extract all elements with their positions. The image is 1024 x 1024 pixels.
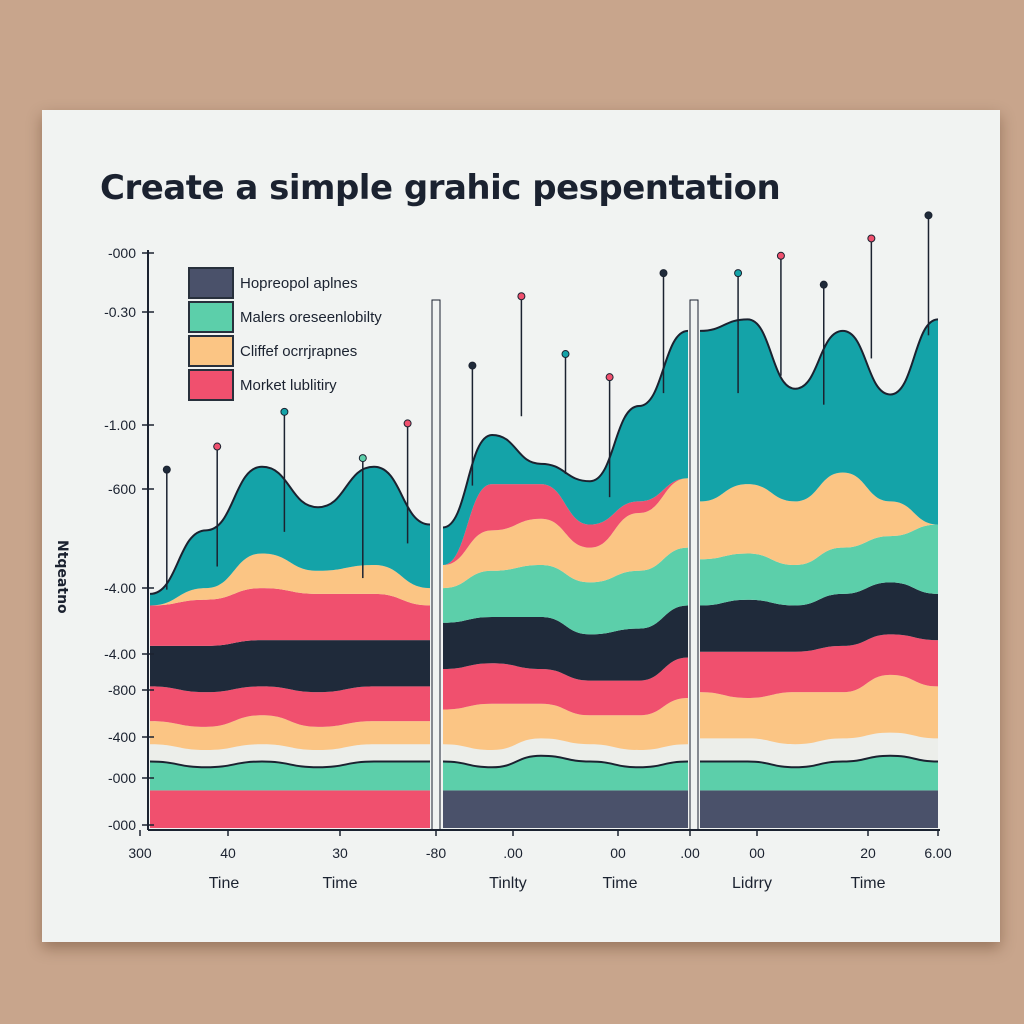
panel-2 xyxy=(442,329,689,828)
lollipop-marker xyxy=(776,251,785,376)
legend-label: Hopreopol aplnes xyxy=(240,274,358,292)
area-layer-pink xyxy=(150,588,430,646)
lollipop-marker xyxy=(924,211,933,336)
base-outline xyxy=(700,754,939,769)
panel-1 xyxy=(149,465,431,828)
base-outline xyxy=(442,754,689,769)
x-axis-label: Tine xyxy=(209,875,240,892)
y-tick-label: -800 xyxy=(108,682,136,698)
lollipop-marker xyxy=(358,454,367,579)
area-layer-teal xyxy=(700,319,938,525)
y-tick-label: -000 xyxy=(108,770,136,786)
lollipop-marker xyxy=(162,465,171,590)
legend-item: Cliffef ocrrjrapnes xyxy=(188,334,382,368)
y-tick-label: -1.00 xyxy=(104,417,136,433)
x-tick-label: 300 xyxy=(128,845,152,861)
area-layer-teal xyxy=(443,330,688,566)
lollipop-marker xyxy=(213,442,222,567)
y-tick-label: -0.30 xyxy=(104,304,136,320)
area-layer-pink xyxy=(150,686,430,727)
base-outline xyxy=(149,760,430,769)
x-axis-label: Time xyxy=(851,875,886,892)
area-layer-mint xyxy=(443,547,688,635)
area-layer-navy xyxy=(443,605,688,681)
x-tick-label: 30 xyxy=(332,845,348,861)
area-layer-orange xyxy=(700,472,938,566)
top-outline xyxy=(442,329,689,529)
x-tick-label: 00 xyxy=(610,845,626,861)
top-outline xyxy=(699,318,939,396)
legend-item: Malers oreseenlobilty xyxy=(188,300,382,334)
x-axis-label: Tinlty xyxy=(489,875,527,892)
area-layer-light xyxy=(443,738,688,768)
area-layer-slate xyxy=(700,790,938,828)
y-tick-label: -000 xyxy=(108,245,136,261)
y-axis-label: Ntqeatno xyxy=(54,540,70,614)
area-layer-mint xyxy=(443,755,688,791)
top-outline xyxy=(149,465,431,595)
area-layer-teal xyxy=(150,466,430,606)
area-layer-orange xyxy=(150,553,430,606)
y-tick-label: -4.00 xyxy=(104,580,136,596)
lollipop-marker xyxy=(867,234,876,359)
lollipop-marker xyxy=(403,419,412,544)
panel-divider xyxy=(431,299,441,831)
x-axis-label: Time xyxy=(603,875,638,892)
lollipop-marker xyxy=(734,269,743,394)
x-tick-label: 6.00 xyxy=(924,845,951,861)
area-layer-orange xyxy=(150,715,430,750)
legend-swatch xyxy=(188,267,234,299)
lollipop-marker xyxy=(605,373,614,498)
area-layer-navy xyxy=(700,582,938,652)
lollipop-marker xyxy=(659,269,668,394)
x-axis-label: Time xyxy=(323,875,358,892)
lollipop-marker xyxy=(280,407,289,532)
area-layer-pink xyxy=(150,790,430,828)
lollipop-marker xyxy=(517,292,526,417)
x-tick-label: -80 xyxy=(426,845,446,861)
x-axis-label: Lidrry xyxy=(732,875,772,892)
area-layer-slate xyxy=(443,790,688,828)
area-layer-pink xyxy=(443,478,688,566)
x-tick-label: 40 xyxy=(220,845,236,861)
legend-swatch xyxy=(188,335,234,367)
legend: Hopreopol aplnes Malers oreseenlobilty Cli… xyxy=(188,266,382,402)
y-tick-label: -600 xyxy=(108,481,136,497)
area-layer-pink xyxy=(700,634,938,698)
area-layer-mint xyxy=(700,755,938,791)
chart-title: Create a simple grahic pespentation xyxy=(100,168,781,208)
x-tick-label: .00 xyxy=(503,845,523,861)
lollipop-marker xyxy=(819,280,828,405)
legend-label: Cliffef ocrrjrapnes xyxy=(240,342,358,360)
x-tick-label: 00 xyxy=(749,845,765,861)
y-tick-label: -400 xyxy=(108,729,136,745)
area-layer-mint xyxy=(700,524,938,606)
legend-item: Hopreopol aplnes xyxy=(188,266,382,300)
y-tick-label: -4.00 xyxy=(104,646,136,662)
lollipop-marker xyxy=(561,350,570,475)
area-layer-navy xyxy=(150,640,430,693)
legend-label: Morket lublitiry xyxy=(240,376,337,394)
area-layer-orange xyxy=(700,674,938,745)
area-layer-light xyxy=(700,732,938,768)
panel-divider xyxy=(689,299,699,831)
area-layer-orange xyxy=(443,697,688,750)
legend-swatch xyxy=(188,369,234,401)
area-layer-mint xyxy=(150,761,430,791)
x-tick-label: .00 xyxy=(680,845,700,861)
legend-item: Morket lublitiry xyxy=(188,368,382,402)
area-layer-orange xyxy=(443,478,688,589)
panel-3 xyxy=(699,318,939,828)
y-tick-label: -000 xyxy=(108,817,136,833)
legend-label: Malers oreseenlobilty xyxy=(240,308,382,326)
x-tick-label: 20 xyxy=(860,845,876,861)
legend-swatch xyxy=(188,301,234,333)
lollipop-marker xyxy=(468,361,477,486)
area-layer-pink xyxy=(443,657,688,716)
